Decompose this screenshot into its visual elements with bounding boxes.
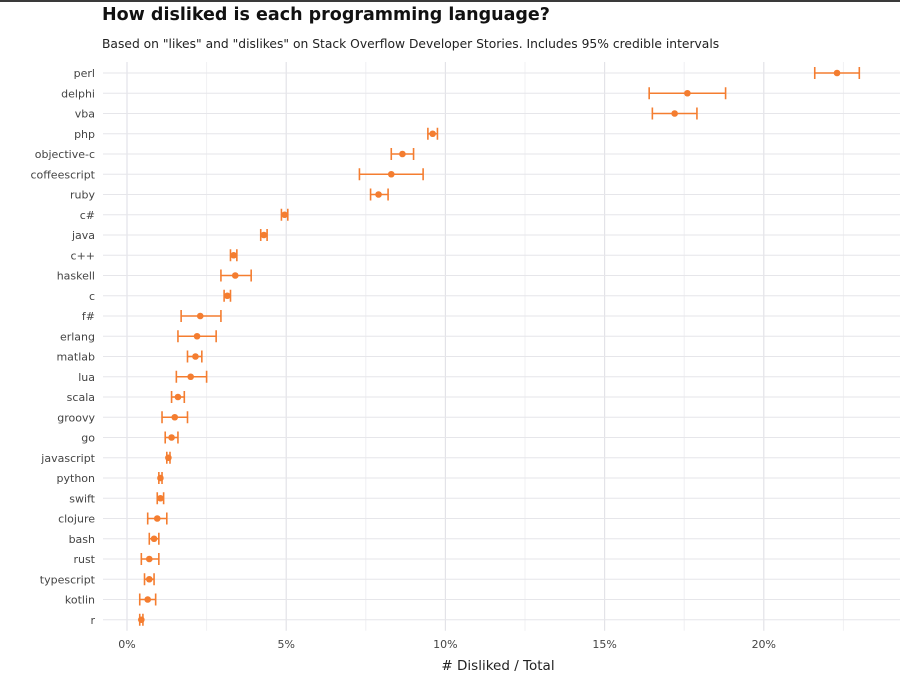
y-tick-label: rust	[73, 553, 95, 566]
data-point	[193, 332, 201, 340]
error-bar	[161, 411, 189, 424]
error-bar	[427, 127, 439, 140]
error-bar	[259, 229, 268, 241]
data-point	[399, 150, 406, 158]
y-tick-label: r	[90, 614, 95, 627]
data-point	[187, 373, 194, 381]
error-bar	[175, 370, 208, 383]
data-point	[223, 292, 231, 300]
y-tick-label: delphi	[61, 87, 95, 100]
data-point	[138, 616, 145, 624]
y-axis-labels: perl delphi vba php objective-c coffeescript r…	[30, 67, 95, 627]
grid-layer	[103, 62, 900, 631]
error-bar	[369, 188, 389, 201]
data-point	[387, 170, 395, 178]
error-bar	[157, 472, 164, 484]
data-point	[684, 89, 691, 97]
data-point	[196, 312, 204, 320]
x-tick-label: 10%	[433, 638, 457, 651]
error-bar	[648, 87, 727, 100]
data-point	[833, 69, 841, 77]
data-point	[153, 515, 161, 522]
top-border	[0, 0, 900, 2]
error-bar	[165, 451, 172, 464]
y-tick-label: go	[81, 432, 95, 445]
error-bar	[170, 391, 186, 403]
y-tick-label: c++	[71, 249, 95, 262]
data-point	[260, 231, 268, 239]
error-bar	[280, 208, 289, 221]
y-tick-label: javascript	[40, 452, 95, 465]
data-point	[192, 353, 199, 360]
y-tick-label: c	[89, 290, 95, 303]
data-point	[145, 575, 153, 583]
error-bar	[143, 573, 155, 586]
x-tick-label: 5%	[277, 638, 294, 651]
data-point	[168, 434, 175, 441]
error-bar	[229, 249, 238, 262]
data-point	[230, 251, 237, 259]
data-marks	[138, 67, 861, 626]
error-bar	[390, 148, 415, 160]
data-point	[231, 272, 239, 279]
y-tick-label: php	[74, 128, 95, 141]
x-tick-label: 20%	[752, 638, 776, 651]
y-tick-label: perl	[74, 67, 95, 80]
error-bar	[358, 168, 424, 181]
y-tick-label: ruby	[70, 189, 95, 202]
data-point	[174, 393, 182, 401]
y-tick-label: vba	[75, 108, 95, 121]
error-bar	[220, 269, 252, 282]
data-point	[165, 454, 172, 462]
data-point	[281, 211, 288, 219]
data-point	[429, 130, 436, 138]
y-tick-label: f#	[82, 310, 95, 323]
error-bar	[164, 431, 179, 444]
error-bar	[186, 350, 203, 363]
chart-subtitle: Based on "likes" and "dislikes" on Stack…	[102, 37, 720, 51]
chart-title: How disliked is each programming languag…	[102, 5, 550, 25]
y-tick-label: typescript	[40, 573, 96, 586]
y-tick-label: objective-c	[35, 148, 95, 161]
y-tick-label: scala	[67, 391, 95, 404]
error-bar	[177, 330, 217, 343]
y-tick-label: groovy	[57, 411, 95, 424]
data-point	[375, 191, 382, 198]
error-bar	[651, 107, 698, 120]
data-point	[144, 596, 151, 603]
data-point	[150, 535, 158, 543]
data-point	[171, 413, 179, 421]
error-bar	[138, 593, 157, 606]
error-bar	[138, 613, 145, 626]
y-tick-label: lua	[78, 371, 95, 384]
error-bar	[813, 67, 861, 79]
x-axis-labels: 0% 5% 10% 15% 20%	[118, 638, 776, 651]
error-bar	[180, 310, 222, 322]
error-bar	[140, 553, 160, 565]
x-axis-title: # Disliked / Total	[441, 658, 554, 674]
y-tick-label: swift	[69, 492, 95, 505]
x-tick-label: 15%	[592, 638, 616, 651]
y-tick-label: matlab	[56, 351, 95, 364]
y-tick-label: erlang	[60, 330, 95, 343]
data-point	[157, 494, 164, 502]
y-tick-label: coffeescript	[30, 168, 95, 181]
y-tick-label: haskell	[57, 270, 95, 283]
y-tick-label: clojure	[58, 513, 95, 526]
error-bar	[223, 289, 232, 302]
y-tick-label: c#	[80, 209, 95, 222]
error-bar	[156, 492, 165, 505]
error-bar	[146, 512, 168, 525]
y-tick-label: python	[57, 472, 96, 485]
x-tick-label: 0%	[118, 638, 135, 651]
y-tick-label: bash	[69, 533, 95, 546]
y-tick-label: java	[71, 229, 95, 242]
data-point	[671, 110, 678, 117]
error-bar	[148, 532, 160, 545]
y-tick-label: kotlin	[65, 594, 95, 607]
data-point	[145, 555, 153, 563]
data-point	[157, 474, 164, 482]
